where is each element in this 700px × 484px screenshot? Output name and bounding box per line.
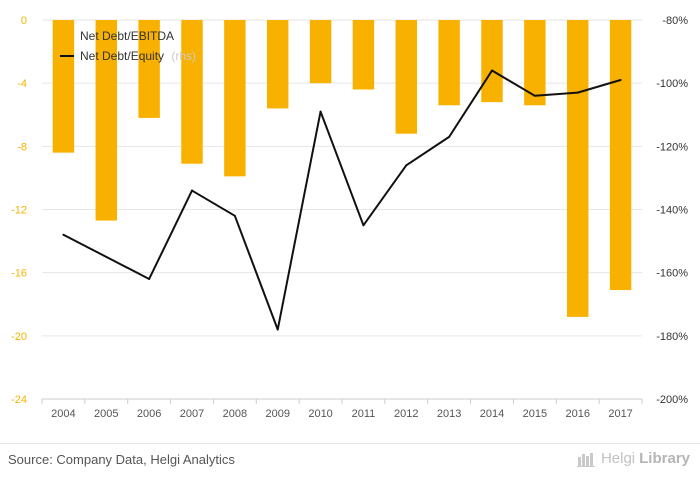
x-tick-label: 2011 xyxy=(352,408,376,420)
bar-series xyxy=(52,20,632,317)
line-point xyxy=(105,255,108,258)
x-tick-label: 2014 xyxy=(480,408,504,420)
x-tick-label: 2004 xyxy=(51,408,75,420)
bar xyxy=(224,20,246,177)
brand-logo: Helgi Library xyxy=(576,450,690,467)
line-point xyxy=(533,94,536,97)
x-tick-label: 2006 xyxy=(137,408,161,420)
x-tick-label: 2017 xyxy=(608,408,632,420)
line-point xyxy=(233,214,236,217)
bar xyxy=(352,20,375,90)
legend-label-equity: Net Debt/Equity (rhs) xyxy=(80,49,196,63)
line-series xyxy=(62,69,622,331)
bar xyxy=(481,20,503,103)
bar xyxy=(181,20,203,164)
brand-light: Helgi xyxy=(600,450,636,467)
left-tick-label: 0 xyxy=(21,15,27,27)
grid-lines xyxy=(42,19,642,400)
axes: 0 -4 -8 -12 -16 -20 -24 -80% -100% -120% -140% -160… xyxy=(11,15,688,420)
bar xyxy=(438,20,460,106)
left-tick-label: -4 xyxy=(17,78,27,90)
right-tick-label: -100% xyxy=(656,78,688,90)
x-tick-label: 2015 xyxy=(523,408,547,420)
x-tick-label: 2008 xyxy=(223,408,247,420)
library-icon xyxy=(576,452,595,467)
line-point xyxy=(576,91,579,94)
line-point xyxy=(491,69,493,72)
bar xyxy=(609,20,632,291)
left-tick-label: -12 xyxy=(11,205,27,217)
left-tick-label: -20 xyxy=(11,331,27,343)
left-tick-label: -24 xyxy=(11,394,27,406)
bar xyxy=(267,20,289,109)
legend-label-ebitda: Net Debt/EBITDA xyxy=(80,29,174,43)
line-point xyxy=(619,79,622,82)
bar xyxy=(395,20,417,134)
bar xyxy=(567,20,589,317)
bar xyxy=(52,20,75,153)
footer: Source: Company Data, Helgi Analytics He… xyxy=(0,443,700,484)
left-tick-label: -8 xyxy=(17,141,27,153)
x-tick-label: 2012 xyxy=(394,408,418,420)
series-line-equity xyxy=(62,69,621,331)
line-point xyxy=(148,277,151,280)
source-text: Source: Company Data, Helgi Analytics xyxy=(8,452,235,467)
legend: Net Debt/EBITDA Net Debt/Equity (rhs) xyxy=(60,29,196,63)
line-point xyxy=(191,189,193,192)
bar xyxy=(95,20,117,221)
right-tick-label: -80% xyxy=(662,15,688,27)
chart: 0 -4 -8 -12 -16 -20 -24 -80% -100% -120% -140% -160… xyxy=(11,15,688,420)
left-tick-label: -16 xyxy=(11,268,27,280)
x-tick-label: 2005 xyxy=(94,408,118,420)
line-point xyxy=(62,233,65,236)
right-tick-label: -180% xyxy=(656,331,688,343)
line-point xyxy=(405,164,408,167)
bar xyxy=(309,20,332,84)
x-tick-label: 2007 xyxy=(180,408,204,420)
x-tick-label: 2013 xyxy=(437,408,461,420)
x-tick-label: 2010 xyxy=(308,408,332,420)
legend-swatch-ebitda xyxy=(60,30,72,42)
x-tick-label: 2016 xyxy=(565,408,589,420)
line-point xyxy=(448,135,451,138)
line-point xyxy=(276,328,279,331)
line-point xyxy=(319,110,322,113)
bar xyxy=(138,20,160,118)
brand-strong: Library xyxy=(639,450,690,467)
right-tick-label: -200% xyxy=(656,394,688,406)
right-tick-label: -160% xyxy=(656,268,688,280)
right-tick-label: -120% xyxy=(656,141,688,153)
right-tick-label: -140% xyxy=(656,205,688,217)
line-point xyxy=(362,224,365,227)
x-tick-label: 2009 xyxy=(265,408,289,420)
bar xyxy=(524,20,546,106)
